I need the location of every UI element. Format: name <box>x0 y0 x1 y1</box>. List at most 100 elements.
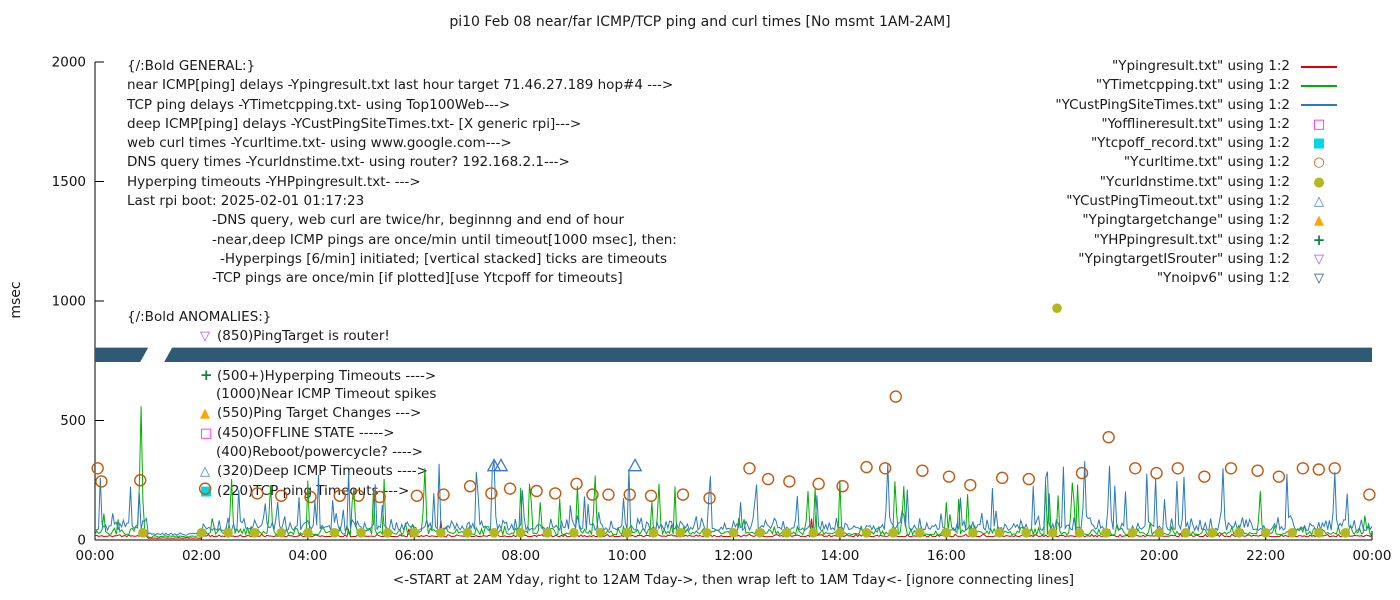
annotation-text: Last rpi boot: 2025-02-01 01:17:23 <box>127 193 365 210</box>
annotation-line <box>127 289 677 308</box>
series-Ypingresult.txt <box>94 518 1373 539</box>
annotations-block: {/:Bold GENERAL:} near ICMP[ping] delays … <box>127 57 677 501</box>
filled-triangle-up-icon: ▲ <box>1314 213 1324 229</box>
legend-label: "Ycurldnstime.txt" using 1:2 <box>1099 173 1290 190</box>
annotation-line: (400)Reboot/powercycle? ----> <box>127 443 677 462</box>
annotation-text: DNS query times -Ycurldnstime.txt- using… <box>127 154 570 171</box>
y-tick-label: 500 <box>60 413 86 429</box>
annotation-line: -DNS query, web curl are twice/hr, begin… <box>127 211 677 230</box>
annotation-line: ▲ (550)Ping Target Changes ---> <box>127 404 677 423</box>
open-square-icon: □ <box>1312 116 1326 132</box>
legend-item: "Yofflineresult.txt" using 1:2 □ <box>1055 115 1342 134</box>
annotation-text: (400)Reboot/powercycle? ----> <box>216 443 423 460</box>
x-tick-label: 16:00 <box>927 548 966 564</box>
annotation-text: (500+)Hyperping Timeouts ----> <box>217 367 437 384</box>
annotation-text: -near,deep ICMP pings are once/min until… <box>212 231 677 248</box>
annotation-text: (1000)Near ICMP Timeout spikes <box>216 386 437 403</box>
y-tick-label: 0 <box>77 533 86 549</box>
annotation-text: deep ICMP[ping] delays -YCustPingSiteTim… <box>127 115 582 132</box>
annotation-line: △ (320)Deep ICMP Timeouts ----> <box>127 462 677 481</box>
x-tick-label: 22:00 <box>1246 548 1285 564</box>
open-triangle-up-icon: △ <box>200 464 210 480</box>
legend-item: "Ypingtargetchange" using 1:2 ▲ <box>1055 211 1342 230</box>
annotation-text: (220)TCP ping Timeouts----> <box>217 482 410 499</box>
filled-square-icon: ■ <box>200 483 213 499</box>
open-triangle-down-icon: ▽ <box>200 329 210 345</box>
annotation-line: web curl times -Ycurltime.txt- using www… <box>127 134 677 153</box>
x-tick-label: 02:00 <box>182 548 221 564</box>
open-triangle-down-icon: ▽ <box>1314 271 1324 287</box>
legend-item: "YCustPingTimeout.txt" using 1:2 △ <box>1055 192 1342 211</box>
annotation-line: Hyperping timeouts -YHPpingresult.txt- -… <box>127 173 677 192</box>
annotation-text: (450)OFFLINE STATE -----> <box>217 424 395 441</box>
annotation-line: ▽ (850)PingTarget is router! <box>127 327 677 346</box>
x-tick-label: 08:00 <box>501 548 540 564</box>
annotation-line: DNS query times -Ycurldnstime.txt- using… <box>127 153 677 172</box>
chart-title: pi10 Feb 08 near/far ICMP/TCP ping and c… <box>449 14 951 30</box>
annotation-line: □ (450)OFFLINE STATE -----> <box>127 424 677 443</box>
legend-item: "Ytcpoff_record.txt" using 1:2 ■ <box>1055 134 1342 153</box>
legend-label: "YTimetcpping.txt" using 1:2 <box>1095 77 1290 94</box>
legend-label: "Ypingtargetchange" using 1:2 <box>1082 212 1290 229</box>
annotation-text: -TCP pings are once/min [if plotted][use… <box>212 270 623 287</box>
open-triangle-down-icon: ▽ <box>200 348 210 364</box>
x-tick-label: 04:00 <box>288 548 327 564</box>
annotation-line: + (500+)Hyperping Timeouts ----> <box>127 366 677 385</box>
annotation-text: -DNS query, web curl are twice/hr, begin… <box>212 212 625 229</box>
legend-sample <box>1296 65 1342 68</box>
legend-item: "YCustPingSiteTimes.txt" using 1:2 <box>1055 96 1342 115</box>
annotation-text: TCP ping delays -YTimetcpping.txt- using… <box>127 96 511 113</box>
line-swatch <box>1301 104 1337 107</box>
annotation-text: (850)PingTarget is router! <box>217 328 390 345</box>
legend-item: "Ycurldnstime.txt" using 1:2 ● <box>1055 173 1342 192</box>
y-tick-label: 1000 <box>52 294 86 310</box>
annotation-line: ▽ <box>127 346 677 365</box>
filled-circle-icon: ● <box>1313 174 1325 190</box>
annotation-line: TCP ping delays -YTimetcpping.txt- using… <box>127 96 677 115</box>
open-triangle-down-icon: ▽ <box>1314 251 1324 267</box>
x-tick-label: 06:00 <box>395 548 434 564</box>
legend-label: "Ytcpoff_record.txt" using 1:2 <box>1090 135 1290 152</box>
legend-item: "Ynoipv6" using 1:2 ▽ <box>1055 269 1342 288</box>
annotation-line: near ICMP[ping] delays -Ypingresult.txt … <box>127 76 677 95</box>
legend-label: "Ynoipv6" using 1:2 <box>1156 270 1290 287</box>
legend-label: "YHPpingresult.txt" using 1:2 <box>1093 231 1290 248</box>
x-tick-label: 12:00 <box>714 548 753 564</box>
x-tick-label: 20:00 <box>1140 548 1179 564</box>
annotation-line: (1000)Near ICMP Timeout spikes <box>127 385 677 404</box>
annotation-text: {/:Bold GENERAL:} <box>127 58 256 74</box>
legend-label: "YCustPingSiteTimes.txt" using 1:2 <box>1055 96 1290 113</box>
x-tick-label: 00:00 <box>76 548 115 564</box>
legend-sample <box>1296 104 1342 107</box>
open-circle-icon: ○ <box>1313 155 1325 171</box>
annotation-line: ■ (220)TCP ping Timeouts----> <box>127 482 677 501</box>
annotation-text: {/:Bold ANOMALIES:} <box>127 308 272 325</box>
legend-sample <box>1296 84 1342 87</box>
legend-label: "YCustPingTimeout.txt" using 1:2 <box>1066 193 1290 210</box>
legend-label: "Ypingresult.txt" using 1:2 <box>1112 58 1290 74</box>
legend-item: "YTimetcpping.txt" using 1:2 <box>1055 76 1342 95</box>
legend-item: "YpingtargetISrouter" using 1:2 ▽ <box>1055 250 1342 269</box>
x-axis-label: <-START at 2AM Yday, right to 12AM Tday-… <box>392 572 1075 588</box>
open-square-icon: □ <box>200 425 213 441</box>
annotation-text: Hyperping timeouts -YHPpingresult.txt- -… <box>127 173 421 190</box>
annotation-text: web curl times -Ycurltime.txt- using www… <box>127 135 512 152</box>
filled-triangle-up-icon: ▲ <box>200 406 210 422</box>
legend-label: "YpingtargetISrouter" using 1:2 <box>1078 250 1290 267</box>
x-tick-label: 18:00 <box>1033 548 1072 564</box>
x-tick-label: 10:00 <box>608 548 647 564</box>
y-tick-label: 2000 <box>52 55 86 71</box>
annotation-line: deep ICMP[ping] delays -YCustPingSiteTim… <box>127 115 677 134</box>
legend-label: "Ycurltime.txt" using 1:2 <box>1123 154 1290 171</box>
annotation-line: {/:Bold GENERAL:} <box>127 57 677 76</box>
annotation-text: (550)Ping Target Changes ---> <box>217 405 422 422</box>
line-swatch <box>1301 65 1337 68</box>
annotation-text: -Hyperpings [6/min] initiated; [vertical… <box>220 250 668 267</box>
annotation-line: Last rpi boot: 2025-02-01 01:17:23 <box>127 192 677 211</box>
legend-item: "Ypingresult.txt" using 1:2 <box>1055 57 1342 76</box>
plus-icon: + <box>1312 230 1326 249</box>
y-tick-label: 1500 <box>52 174 86 190</box>
annotation-text: near ICMP[ping] delays -Ypingresult.txt … <box>127 77 674 94</box>
legend-label: "Yofflineresult.txt" using 1:2 <box>1101 115 1290 132</box>
